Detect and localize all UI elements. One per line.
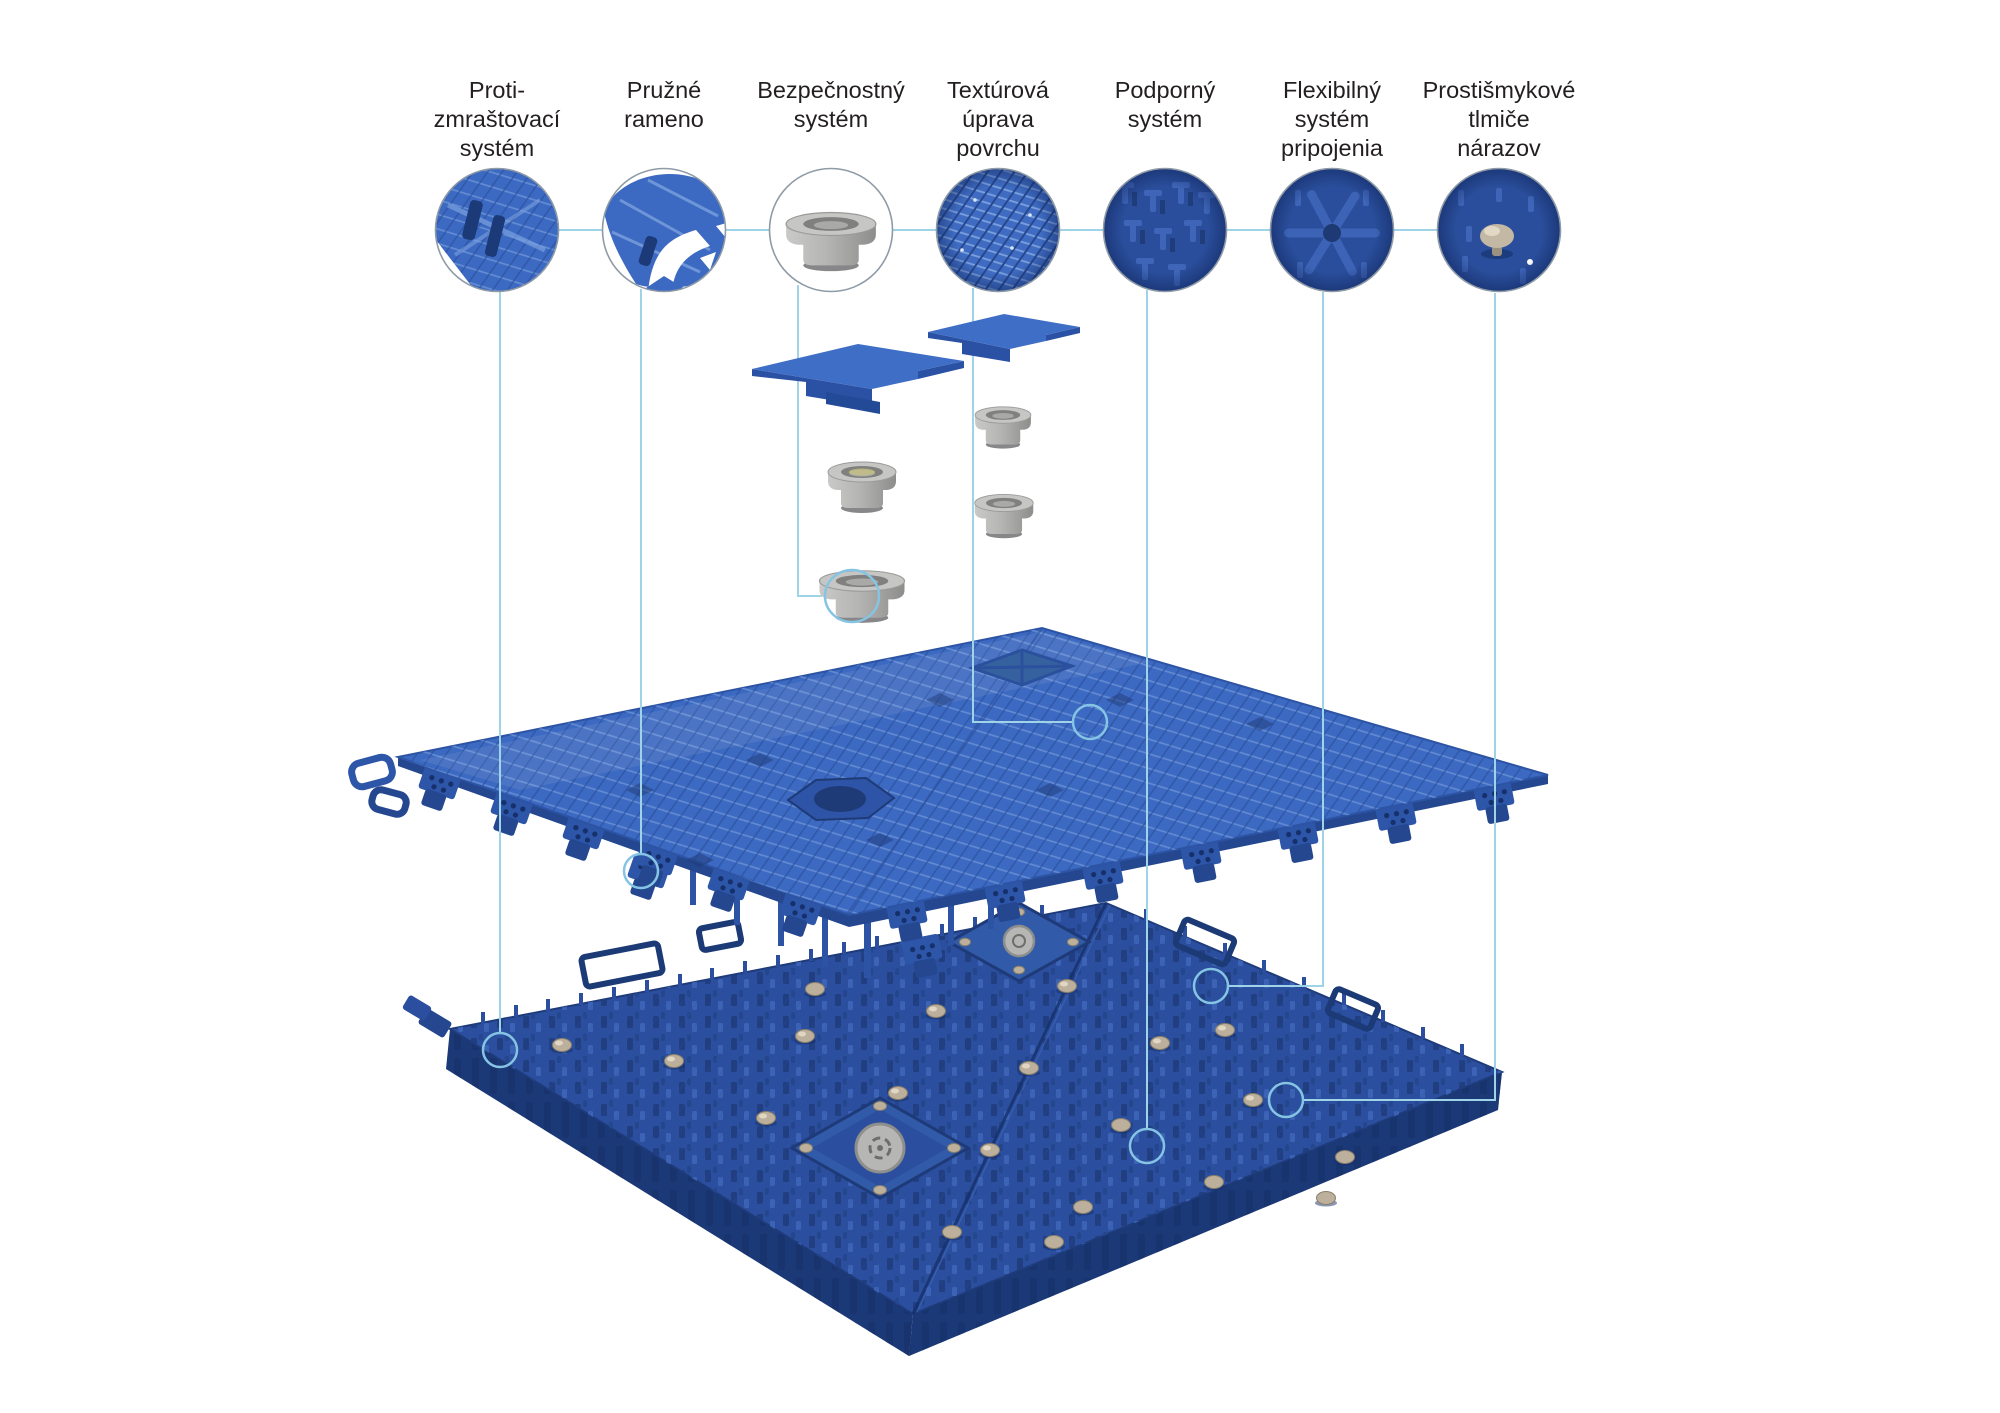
circle-safety-detail	[769, 168, 893, 292]
circle-rim-5	[1102, 167, 1228, 293]
callout-line-surface-texture	[972, 288, 1072, 723]
feature-label-anti-slip: Prostišmykové tlmiče nárazov	[1422, 77, 1576, 161]
feature-label-flexible-arm: Pružné rameno	[624, 77, 704, 132]
marker-safety	[823, 568, 881, 624]
marker-support	[1128, 1127, 1166, 1165]
marker-surface-texture	[1071, 703, 1109, 741]
circle-anti-shrink-detail	[435, 168, 559, 292]
access-plate-small	[945, 901, 1093, 983]
marker-anti-shrink	[481, 1031, 519, 1069]
hex-recess	[786, 776, 896, 822]
texture-patches	[626, 693, 1274, 867]
hatch-feature	[967, 648, 1077, 687]
upper-tile-layer	[348, 626, 1549, 980]
shock-absorber-studs	[552, 907, 1355, 1249]
frame-openings	[578, 916, 1382, 1032]
feature-label-safety: Bezpečnostný systém	[757, 77, 905, 132]
corner-loops	[348, 753, 410, 818]
bottom-tile-layer	[402, 901, 1505, 1356]
marker-anti-slip	[1267, 1081, 1305, 1119]
feature-label-surface-texture: Textúrová úprava povrchu	[947, 77, 1049, 161]
feature-label-anti-shrink: Proti- zmraštovací systém	[433, 77, 561, 161]
circle-rim-4	[935, 167, 1061, 293]
circle-anti-slip-detail	[1437, 168, 1561, 292]
circle-rim-2	[601, 167, 727, 293]
stud-highlights	[555, 981, 1254, 1151]
circle-rim-7	[1436, 167, 1562, 293]
circle-flexible-arm-detail	[602, 168, 726, 292]
callout-markers	[481, 703, 1305, 1165]
callout-line-anti-slip	[1304, 293, 1496, 1101]
exploded-parts	[752, 314, 1080, 624]
callout-line-safety	[797, 285, 822, 597]
circle-rim-6	[1269, 167, 1395, 293]
callout-lines	[499, 229, 1496, 1129]
circle-rim-1	[434, 167, 560, 293]
tile-corner-cap-left	[752, 344, 964, 414]
marker-flexible-connection	[1192, 967, 1230, 1005]
circle-support-detail	[1103, 168, 1227, 292]
callout-line-flexible-connection	[1229, 292, 1324, 987]
circle-flexible-connection-detail	[1270, 168, 1394, 292]
marker-flexible-arm	[622, 852, 660, 890]
feature-label-support: Podporný systém	[1114, 77, 1216, 132]
safety-grommet-3	[974, 493, 1034, 539]
feature-label-flexible-connection: Flexibilný systém pripojenia	[1281, 77, 1383, 161]
circle-rim-3	[768, 167, 894, 293]
circle-surface-texture-detail	[936, 168, 1060, 292]
safety-grommet-2	[974, 406, 1032, 450]
detail-circles	[434, 167, 1562, 293]
tile-corner-cap-right	[928, 314, 1080, 362]
access-plate-large	[788, 1096, 972, 1200]
